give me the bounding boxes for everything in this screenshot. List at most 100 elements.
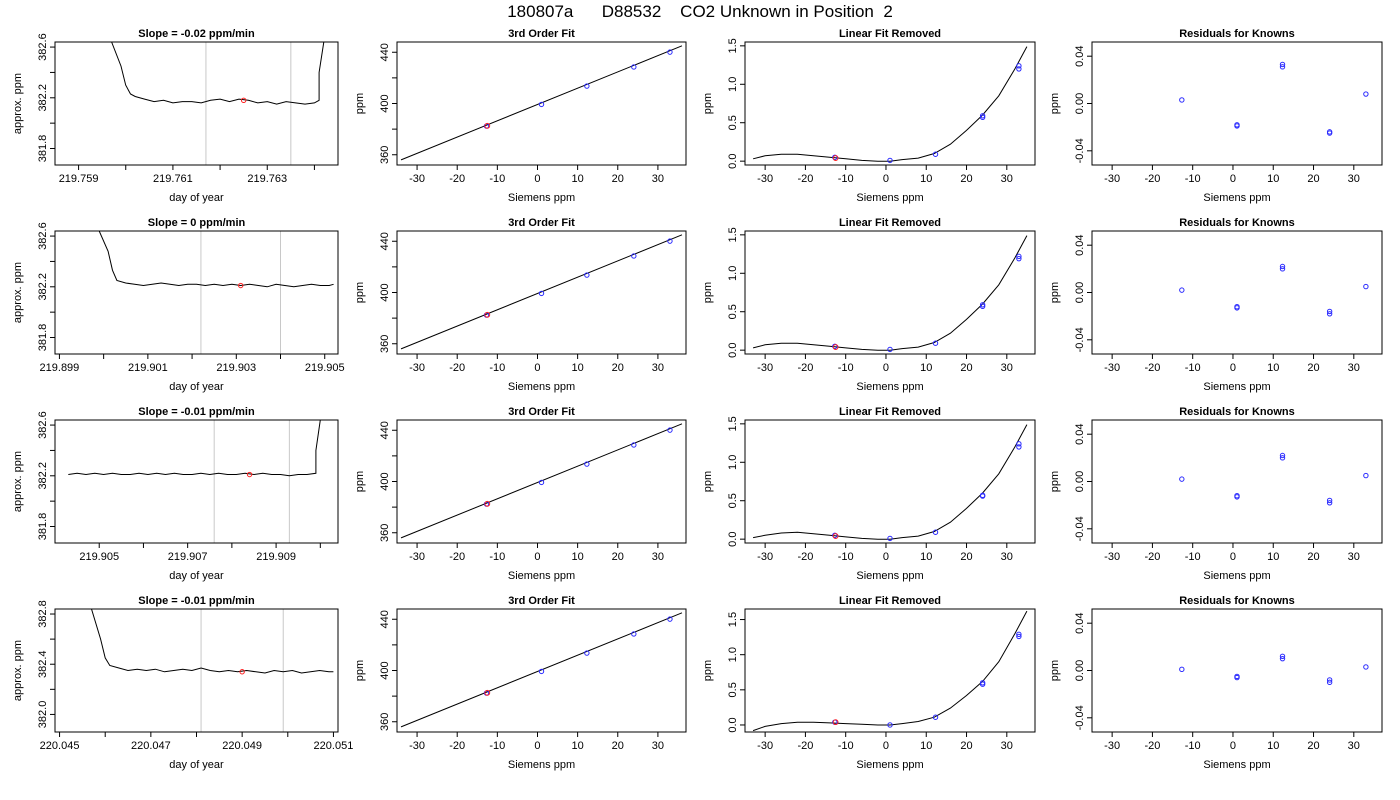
panel-title: Linear Fit Removed [839, 217, 941, 229]
y-axis-label: ppm [702, 660, 714, 681]
known-point [832, 343, 838, 350]
y-tick-label: 0.5 [727, 682, 739, 697]
known-point [1279, 655, 1286, 662]
plot-area [400, 423, 683, 539]
x-tick-label: -10 [838, 551, 854, 563]
y-tick-label: 381.8 [37, 324, 49, 352]
y-tick-label: 400 [379, 94, 391, 112]
y-tick-label: -0.04 [1074, 705, 1086, 730]
known-point [1016, 63, 1022, 69]
x-tick-label: -20 [449, 173, 465, 185]
x-tick-label: -20 [797, 551, 813, 563]
x-tick-label: 0 [534, 740, 540, 752]
plot-area [1179, 263, 1369, 317]
known-point [538, 101, 545, 108]
x-tick-label: 0 [1230, 740, 1236, 752]
y-axis-label: ppm [702, 471, 714, 492]
y-tick-label: 382.0 [37, 701, 49, 729]
plot-area [1179, 61, 1369, 136]
x-tick-label: 10 [920, 740, 932, 752]
known-point [1326, 308, 1333, 315]
y-tick-label: 440 [379, 421, 391, 439]
panel-2: 3rd Order Fit -30 -20 -10 0 10 20 30 360 400 440 Si… [354, 28, 687, 204]
y-tick-label: 0.0 [727, 717, 739, 732]
known-point [887, 157, 893, 164]
plot-area [1179, 653, 1369, 686]
plot-frame [396, 608, 687, 733]
x-tick-label: 20 [1307, 740, 1319, 752]
known-point [538, 668, 545, 675]
x-tick-label: -10 [489, 173, 505, 185]
known-point [832, 154, 838, 161]
y-tick-label: 0.04 [1074, 423, 1086, 444]
y-axis-label: ppm [1049, 282, 1061, 303]
y-tick-label: 0.00 [1074, 471, 1086, 492]
known-point [584, 461, 590, 467]
known-point [1326, 677, 1333, 683]
y-tick-label: 0.0 [727, 343, 739, 358]
x-tick-label: -20 [1144, 362, 1160, 374]
y-tick-label: 440 [379, 610, 391, 628]
panel-4: Residuals for Knowns -30 -20 -10 0 10 20 30 -0.0… [1049, 28, 1383, 204]
known-point [1279, 64, 1286, 70]
known-point [932, 340, 939, 346]
known-point [1016, 441, 1022, 447]
x-tick-label: -20 [1144, 173, 1160, 185]
x-axis-label: day of year [169, 759, 224, 771]
y-axis-label: ppm [1049, 471, 1061, 492]
x-tick-label: -10 [489, 551, 505, 563]
known-point [1279, 263, 1286, 270]
x-tick-label: -10 [489, 740, 505, 752]
x-tick-label: 20 [612, 740, 624, 752]
known-point [1016, 631, 1022, 638]
x-tick-label: 30 [1001, 362, 1013, 374]
unknown-point [484, 689, 491, 696]
known-point [1363, 472, 1369, 479]
x-tick-label: 20 [960, 173, 972, 185]
x-tick-label: 30 [652, 551, 664, 563]
y-tick-label: 0.04 [1074, 612, 1086, 633]
plot-area [91, 609, 334, 675]
panel-12: Residuals for Knowns -30 -20 -10 0 10 20 30 -0.0… [1049, 406, 1383, 582]
x-tick-label: 10 [920, 173, 932, 185]
x-axis-label: day of year [169, 570, 224, 582]
known-point [1234, 122, 1240, 128]
known-point [1326, 500, 1333, 506]
y-tick-label: 382.2 [37, 84, 49, 112]
panel-title: Slope = -0.01 ppm/min [138, 595, 255, 607]
plot-area [98, 231, 334, 289]
unknown-point [832, 719, 839, 726]
y-tick-label: 382.6 [37, 411, 49, 439]
y-tick-label: -0.04 [1074, 327, 1086, 352]
panel-13: Slope = -0.01 ppm/min 220.045 220.047 220.0… [12, 595, 353, 771]
y-tick-label: 1.5 [727, 38, 739, 53]
x-axis-label: Siemens ppm [1203, 570, 1270, 582]
concentration-trace [91, 609, 334, 674]
y-tick-label: 1.5 [727, 416, 739, 431]
fit-line [400, 234, 683, 350]
y-tick-label: 440 [379, 232, 391, 250]
y-tick-label: 400 [379, 661, 391, 679]
known-point [1016, 255, 1022, 262]
x-tick-label: 10 [1267, 362, 1279, 374]
fit-curve [752, 235, 1028, 351]
y-tick-label: 1.0 [727, 647, 739, 662]
plot-frame [744, 230, 1036, 355]
plot-frame [54, 608, 339, 733]
plot-frame [54, 230, 339, 355]
y-tick-label: 0.5 [727, 304, 739, 319]
x-tick-label: 10 [1267, 173, 1279, 185]
fit-line [400, 423, 683, 539]
panel-3: Linear Fit Removed -30 -20 -10 0 10 20 30 0.0 0.5… [702, 28, 1036, 204]
x-tick-label: 0 [883, 551, 889, 563]
x-tick-label: 30 [1001, 551, 1013, 563]
y-tick-label: 360 [379, 713, 391, 731]
plot-area [400, 612, 683, 728]
panel-10: 3rd Order Fit -30 -20 -10 0 10 20 30 360 400 440 Si… [354, 406, 687, 582]
y-tick-label: 360 [379, 524, 391, 542]
x-tick-label: 30 [1001, 740, 1013, 752]
plot-area [753, 424, 1028, 542]
x-tick-label: -20 [1144, 551, 1160, 563]
x-tick-label: 10 [920, 551, 932, 563]
